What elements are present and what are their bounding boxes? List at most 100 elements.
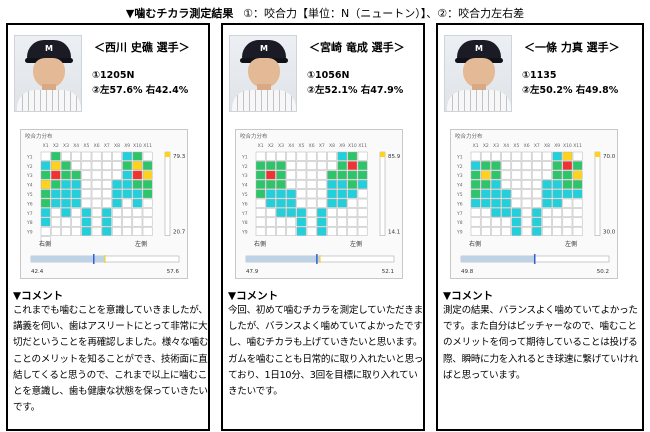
pressure-cell [40, 198, 51, 208]
pressure-cell [347, 179, 358, 189]
pressure-cell [521, 170, 532, 180]
pressure-cell [122, 161, 133, 171]
pressure-cell [552, 198, 563, 208]
col-label: X1 [473, 143, 479, 149]
pressure-cell [296, 208, 307, 218]
player-card-3: M ＜一條 力真 選手＞ ①1135 ②左50.2% 右49.8% 咬合力分布 X… [436, 23, 644, 431]
pressure-cell [61, 161, 71, 171]
pressure-cell [265, 217, 276, 227]
chart-canvas: 咬合力分布 X1 X2 X3 X4 X5 X6 X7 X8 X9 X10 X11 Y1 Y2 Y3 Y4 Y5 Y… [240, 132, 401, 275]
pressure-cell [101, 170, 112, 180]
bite-force-value: ①1135 [522, 70, 557, 81]
pressure-cell [71, 179, 82, 189]
pressure-cell [521, 189, 532, 199]
pressure-cell [286, 198, 297, 208]
pressure-cell [521, 151, 532, 161]
pressure-cell [531, 151, 542, 161]
pressure-cell [357, 198, 368, 208]
pressure-cell [91, 208, 102, 218]
bite-force-chart: 咬合力分布 X1 X2 X3 X4 X5 X6 X7 X8 X9 X10 X11 Y1 Y2 Y3 Y4 Y5 Y… [20, 129, 188, 279]
pressure-cell [501, 161, 512, 171]
pressure-cell [542, 161, 552, 171]
pressure-cell [255, 170, 266, 180]
chart-canvas: 咬合力分布 X1 X2 X3 X4 X5 X6 X7 X8 X9 X10 X11 Y1 Y2 Y3 Y4 Y5 Y… [455, 132, 616, 275]
col-label: X5 [298, 143, 304, 149]
pressure-cell [562, 161, 573, 171]
left-side-value: 52.1 [382, 269, 394, 275]
pressure-cell [531, 170, 542, 180]
pressure-cell [101, 151, 112, 161]
pressure-cell [316, 226, 327, 236]
pressure-cell [50, 189, 61, 199]
pressure-cell [81, 170, 92, 180]
pressure-cell [122, 151, 133, 161]
pressure-cell [531, 161, 542, 171]
row-label: Y5 [241, 192, 248, 198]
pressure-cell [112, 198, 122, 208]
row-label: Y7 [26, 211, 33, 217]
pressure-cell [327, 189, 337, 199]
row-label: Y5 [456, 192, 463, 198]
pressure-cell [511, 189, 522, 199]
pressure-cell [511, 198, 522, 208]
col-label: X1 [43, 143, 49, 149]
pressure-cell [337, 189, 348, 199]
pressure-cell [61, 198, 71, 208]
row-label: Y1 [26, 154, 33, 160]
pressure-cell [81, 179, 92, 189]
pressure-cell [470, 198, 481, 208]
left-side-label: 左側 [135, 240, 147, 248]
col-label: X9 [554, 143, 560, 149]
col-label: X3 [493, 143, 499, 149]
col-label: X4 [288, 143, 294, 149]
pressure-cell [552, 189, 563, 199]
pressure-cell [81, 208, 92, 218]
balance-marker [165, 152, 170, 158]
pressure-cell [71, 161, 82, 171]
pressure-cell [470, 226, 481, 236]
balance-scale [379, 151, 386, 236]
pressure-cell [306, 226, 317, 236]
pressure-cell [142, 161, 153, 171]
pressure-cell [81, 217, 92, 227]
pressure-cell [521, 179, 532, 189]
pressure-cell [316, 189, 327, 199]
pressure-cell [337, 198, 348, 208]
pressure-cell [306, 170, 317, 180]
pressure-cell [40, 236, 51, 246]
pressure-cell [480, 208, 491, 218]
pressure-cell [286, 161, 297, 171]
pressure-cell [112, 208, 122, 218]
pressure-cell [132, 151, 143, 161]
pressure-cell [572, 226, 583, 236]
comment-title: ▼コメント [228, 290, 279, 302]
pressure-cell [521, 208, 532, 218]
pressure-cell [357, 217, 368, 227]
row-label: Y4 [456, 183, 463, 189]
pressure-cell [327, 179, 337, 189]
pressure-cell [101, 179, 112, 189]
pressure-cell [572, 217, 583, 227]
pressure-cell [531, 208, 542, 218]
pressure-cell [112, 179, 122, 189]
pressure-cell [316, 208, 327, 218]
pressure-cell [81, 198, 92, 208]
row-label: Y6 [456, 201, 463, 207]
pressure-cell [327, 161, 337, 171]
pressure-cell [480, 161, 491, 171]
pressure-cell [316, 151, 327, 161]
pressure-cell [480, 189, 491, 199]
pressure-cell [276, 198, 286, 208]
pressure-cell [286, 189, 297, 199]
row-label: Y3 [456, 173, 463, 179]
pressure-cell [50, 226, 61, 236]
pressure-cell [61, 217, 71, 227]
chart-title: 咬合力分布 [25, 132, 53, 140]
row-label: Y2 [241, 164, 248, 170]
pressure-cell [470, 179, 481, 189]
pressure-cell [40, 217, 51, 227]
pressure-cell [50, 170, 61, 180]
row-label: Y2 [456, 164, 463, 170]
row-label: Y7 [456, 211, 463, 217]
player-photo: M [14, 35, 82, 112]
